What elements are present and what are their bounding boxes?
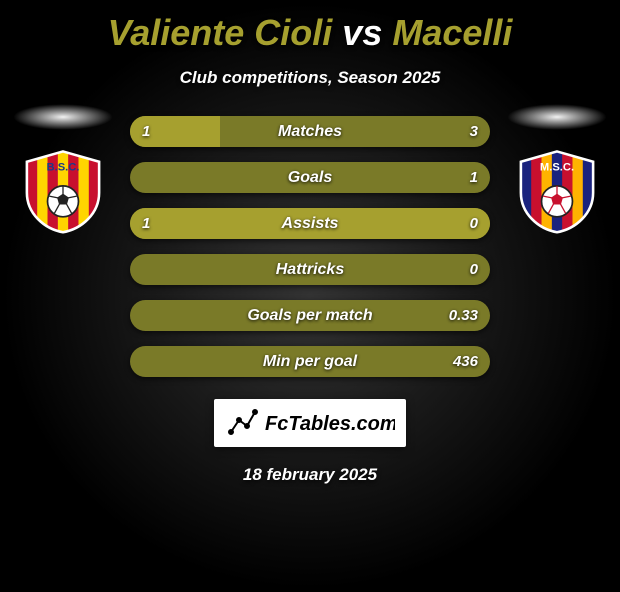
stat-value-right: 0 bbox=[470, 254, 478, 285]
stat-bar: 1Assists0 bbox=[130, 208, 490, 239]
brand-text: FcTables.com bbox=[265, 413, 395, 435]
stat-bar: Goals per match0.33 bbox=[130, 300, 490, 331]
stat-label: Min per goal bbox=[130, 346, 490, 377]
stat-label: Hattricks bbox=[130, 254, 490, 285]
stat-value-right: 3 bbox=[470, 116, 478, 147]
stat-label: Goals per match bbox=[130, 300, 490, 331]
page-title: Valiente Cioli vs Macelli bbox=[0, 12, 620, 54]
brand-badge[interactable]: FcTables.com bbox=[214, 399, 406, 447]
stat-bars: 1Matches3Goals11Assists0Hattricks0Goals … bbox=[130, 116, 490, 377]
crest-right-initials: M.S.C. bbox=[540, 161, 574, 173]
brand-logo-icon: FcTables.com bbox=[225, 406, 395, 440]
subtitle: Club competitions, Season 2025 bbox=[0, 68, 620, 88]
halo-right bbox=[507, 104, 607, 130]
stat-label: Matches bbox=[130, 116, 490, 147]
team-right-crest: M.S.C. bbox=[514, 148, 600, 234]
stat-label: Assists bbox=[130, 208, 490, 239]
date-label: 18 february 2025 bbox=[0, 465, 620, 485]
team-left-column: B.S.C. bbox=[8, 104, 118, 234]
stat-bar: Min per goal436 bbox=[130, 346, 490, 377]
stat-bar: 1Matches3 bbox=[130, 116, 490, 147]
stat-bar: Goals1 bbox=[130, 162, 490, 193]
player1-name: Valiente Cioli bbox=[108, 12, 333, 53]
halo-left bbox=[13, 104, 113, 130]
stat-label: Goals bbox=[130, 162, 490, 193]
stat-value-right: 436 bbox=[453, 346, 478, 377]
team-left-crest: B.S.C. bbox=[20, 148, 106, 234]
comparison-panel: B.S.C. M.S.C. 1Matches3Goals11Assists0Ha… bbox=[0, 116, 620, 485]
stat-value-right: 0 bbox=[470, 208, 478, 239]
stat-value-right: 0.33 bbox=[449, 300, 478, 331]
crest-left-initials: B.S.C. bbox=[47, 161, 80, 173]
stat-value-right: 1 bbox=[470, 162, 478, 193]
stat-bar: Hattricks0 bbox=[130, 254, 490, 285]
player2-name: Macelli bbox=[392, 12, 512, 53]
team-right-column: M.S.C. bbox=[502, 104, 612, 234]
vs-separator: vs bbox=[342, 12, 382, 53]
